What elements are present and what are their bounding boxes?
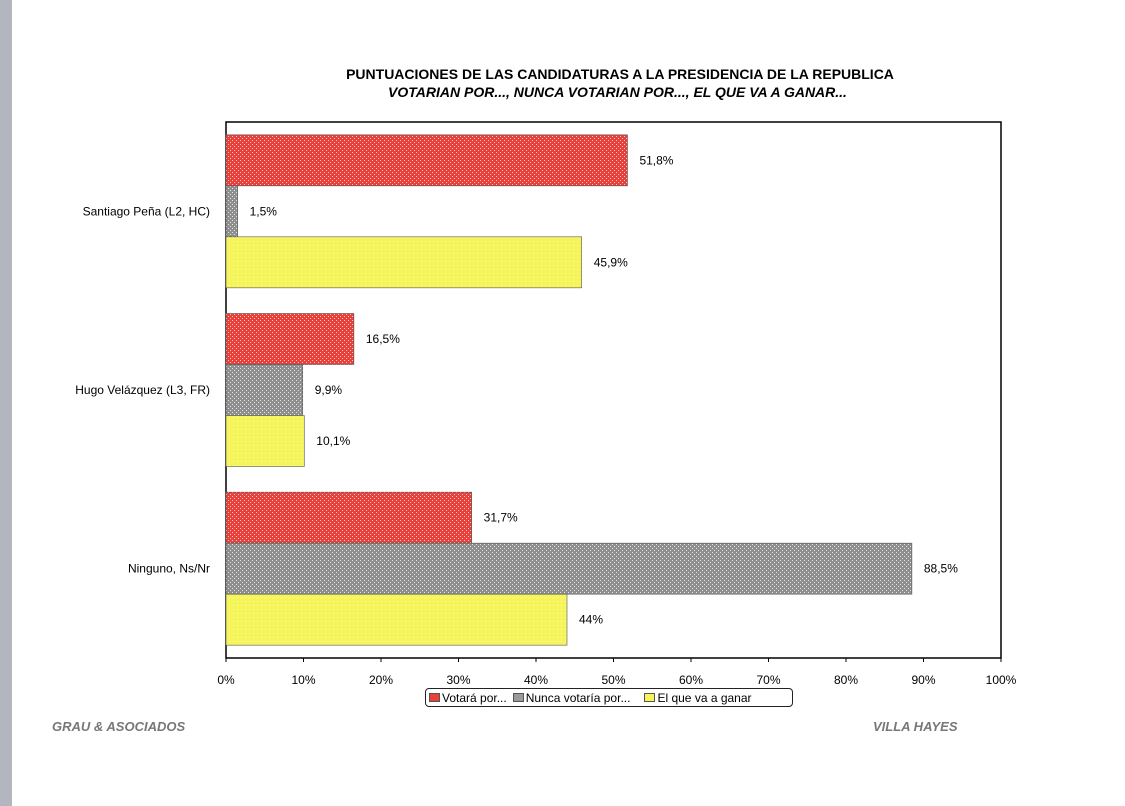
bar-value-label: 10,1% <box>316 434 350 448</box>
category-label: Santiago Peña (L2, HC) <box>83 204 210 218</box>
category-label: Ninguno, Ns/Nr <box>128 562 210 576</box>
x-tick-label: 50% <box>601 673 625 687</box>
bar-value-label: 45,9% <box>594 255 628 269</box>
x-tick-label: 100% <box>986 673 1017 687</box>
bar-value-label: 1,5% <box>250 204 278 218</box>
bar-value-label: 9,9% <box>315 383 343 397</box>
x-tick-label: 10% <box>291 673 315 687</box>
legend-item-ganar: El que va a ganar <box>636 690 752 705</box>
bar-ganar-1 <box>225 415 305 467</box>
legend-label: Votará por... <box>442 690 507 705</box>
x-tick-label: 30% <box>446 673 470 687</box>
legend-label: Nunca votaría por... <box>525 690 631 705</box>
bar-nunca-0 <box>225 185 238 238</box>
legend-swatch-red <box>429 693 440 702</box>
legend-item-nunca: Nunca votaría por... <box>512 690 631 705</box>
footer-company: GRAU & ASOCIADOS <box>52 719 186 734</box>
bar-value-label: 51,8% <box>639 153 673 167</box>
bar-value-label: 44% <box>579 613 603 627</box>
bar-nunca-1 <box>225 364 304 416</box>
x-tick-label: 40% <box>524 673 548 687</box>
chart-title-block: PUNTUACIONES DE LAS CANDIDATURAS A LA PR… <box>0 66 1125 100</box>
legend-label: El que va a ganar <box>657 690 752 705</box>
x-tick-label: 80% <box>834 673 858 687</box>
x-tick-label: 60% <box>679 673 703 687</box>
bar-value-label: 88,5% <box>924 562 958 576</box>
legend-item-votara: Votará por... <box>429 691 507 705</box>
bar-votara-0 <box>225 134 628 187</box>
category-label: Hugo Velázquez (L3, FR) <box>75 383 210 397</box>
x-tick-label: 0% <box>217 673 235 687</box>
left-edge-strip <box>0 0 12 806</box>
x-tick-label: 70% <box>756 673 780 687</box>
chart-title: PUNTUACIONES DE LAS CANDIDATURAS A LA PR… <box>346 66 894 82</box>
bar-ganar-0 <box>225 236 583 289</box>
legend-swatch-yellow <box>644 693 656 702</box>
x-tick-label: 20% <box>369 673 393 687</box>
chart-subtitle: VOTARIAN POR..., NUNCA VOTARIAN POR..., … <box>388 84 847 100</box>
bar-votara-1 <box>225 313 355 365</box>
bar-value-label: 16,5% <box>366 332 400 346</box>
bar-votara-2 <box>225 491 472 544</box>
chart-legend: Votará por... Nunca votaría por... El qu… <box>425 688 793 707</box>
bar-ganar-2 <box>225 593 568 646</box>
bar-nunca-2 <box>225 542 913 595</box>
footer-location: VILLA HAYES <box>873 719 958 734</box>
x-tick-label: 90% <box>911 673 935 687</box>
bar-value-label: 31,7% <box>484 511 518 525</box>
legend-swatch-gray <box>512 693 524 702</box>
